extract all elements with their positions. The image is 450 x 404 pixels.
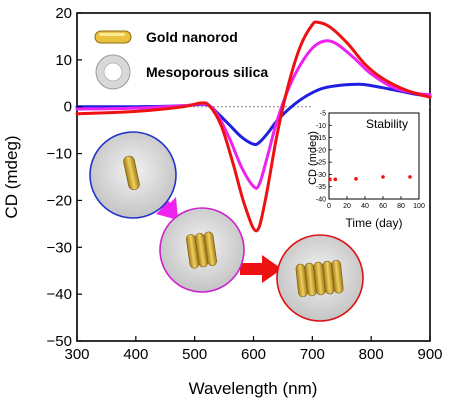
x-tick-label: 900 xyxy=(417,346,442,363)
gold-rod-stack-5-icon xyxy=(295,259,344,298)
x-tick-label: 800 xyxy=(359,346,384,363)
y-tick-label: −30 xyxy=(47,239,72,256)
gold-rod-stack-3-icon xyxy=(186,231,217,269)
inset-y-tick-label: -20 xyxy=(316,147,326,154)
x-tick-label: 400 xyxy=(123,346,148,363)
inset-x-tick-label: 100 xyxy=(413,203,425,210)
gold-nanorod-icon xyxy=(94,30,132,44)
inset-plot-frame xyxy=(328,112,420,200)
assembly-schematic xyxy=(89,131,364,322)
x-tick-label: 600 xyxy=(241,346,266,363)
inset-y-tick-label: -10 xyxy=(316,123,326,130)
y-tick-label: −40 xyxy=(47,286,72,303)
inset-x-tick-label: 60 xyxy=(379,203,387,210)
y-tick-label: 0 xyxy=(64,99,72,116)
inset-x-axis-ticks: 0 20 40 60 80 100 xyxy=(327,196,425,210)
y-axis-ticks: 20 10 0 −10 −20 −30 −40 −50 xyxy=(47,5,82,350)
x-tick-label: 500 xyxy=(182,346,207,363)
y-tick-label: −20 xyxy=(47,192,72,209)
y-tick-label: −10 xyxy=(47,146,72,163)
legend: Gold nanorod Mesoporous silica xyxy=(94,29,268,90)
inset-data-point xyxy=(333,177,338,182)
inset-data-point xyxy=(328,177,332,182)
inset-background xyxy=(312,105,427,217)
legend-label-mesoporous-silica: Mesoporous silica xyxy=(146,64,268,80)
inset-x-tick-label: 20 xyxy=(343,203,351,210)
main-plot: 300 400 500 600 700 800 900 20100−10−20−30−40−… xyxy=(2,5,443,398)
inset-data-point xyxy=(381,175,385,179)
red-arrow xyxy=(240,255,282,283)
silica-sphere-single-rod xyxy=(89,131,177,219)
inset-data-point xyxy=(408,175,412,179)
y-axis-label: CD (mdeg) xyxy=(2,135,21,218)
inset-title: Stability xyxy=(366,117,408,131)
cd-series-line-3 xyxy=(75,20,432,233)
inset-y-tick-label: -40 xyxy=(316,197,326,204)
inset-data-point xyxy=(354,177,358,181)
silica-sphere-three-rods xyxy=(159,207,245,293)
inset-y-tick-label: -35 xyxy=(316,184,326,191)
y-tick-label: 20 xyxy=(55,5,72,22)
cd-series-group xyxy=(75,20,432,233)
x-axis-label: Wavelength (nm) xyxy=(189,379,318,398)
silica-sphere-five-rods xyxy=(276,234,364,322)
inset-y-tick-label: -5 xyxy=(320,111,326,118)
inset-x-axis-label: Time (day) xyxy=(346,216,403,230)
inset-x-tick-label: 40 xyxy=(361,203,369,210)
inset-y-tick-label: -25 xyxy=(316,160,326,167)
y-tick-label: −50 xyxy=(47,333,72,350)
inset-y-axis-ticks: -5 -10 -15 -20 -25 -30 -35 -40 xyxy=(316,111,332,204)
stability-inset: 0 20 40 60 80 100 -5 -10 -15 -20 -25 -30 -35 -40 Sta… xyxy=(307,105,427,230)
inset-x-tick-label: 80 xyxy=(397,203,405,210)
inset-points-group xyxy=(328,175,412,182)
gold-rod-icon xyxy=(123,155,140,191)
x-tick-label: 300 xyxy=(64,346,89,363)
x-tick-label: 700 xyxy=(300,346,325,363)
silica-ring-icon xyxy=(95,54,131,90)
legend-label-gold-nanorod: Gold nanorod xyxy=(146,29,238,45)
inset-y-tick-label: -30 xyxy=(316,172,326,179)
y-tick-label: 10 xyxy=(55,52,72,69)
x-axis-ticks: 300 400 500 600 700 800 900 xyxy=(64,336,443,363)
inset-y-axis-label: CD (mdeg) xyxy=(307,131,319,185)
inset-y-tick-label: -15 xyxy=(316,135,326,142)
inset-x-tick-label: 0 xyxy=(327,203,331,210)
